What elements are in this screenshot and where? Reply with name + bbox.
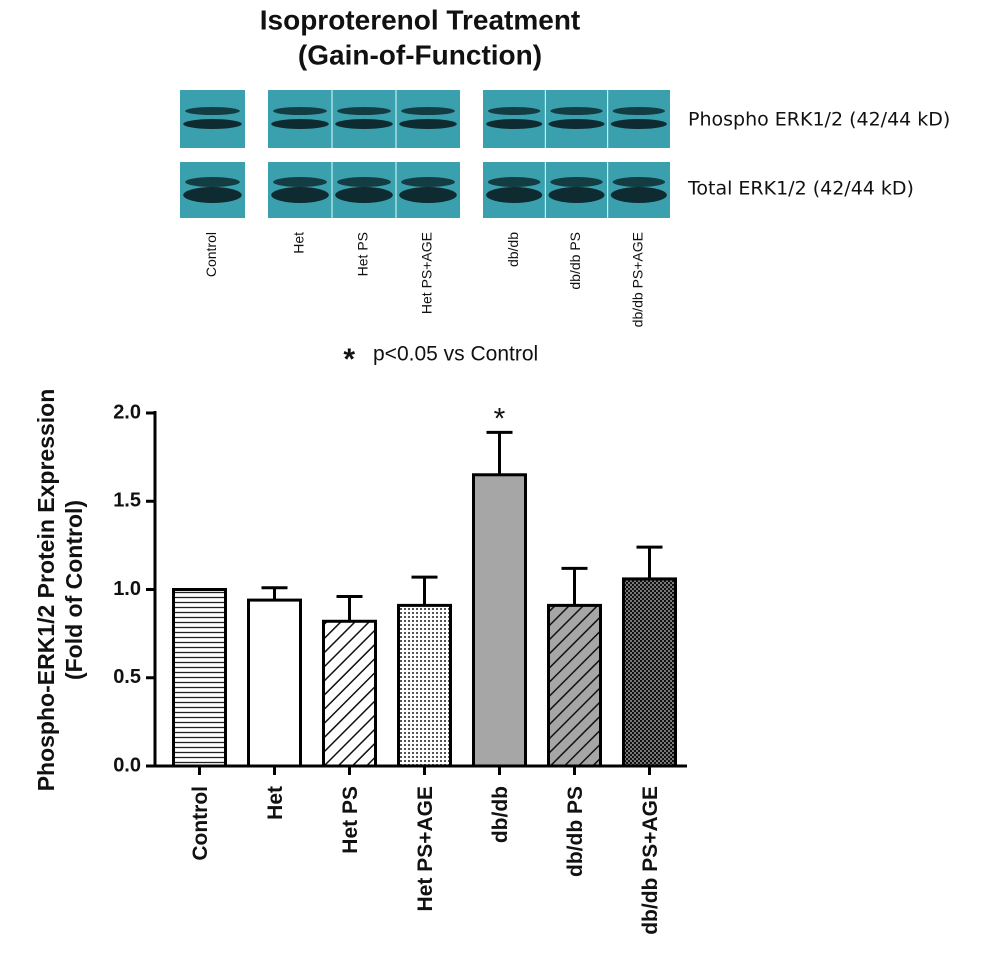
error-bar [262, 588, 288, 600]
blot-band [401, 177, 455, 187]
bar [324, 621, 376, 766]
blot-band [183, 119, 242, 129]
y-label-line: Phospho-ERK1/2 Protein Expression [33, 389, 59, 792]
blot-band [613, 177, 665, 187]
x-tick-label: db/db PS [564, 786, 587, 877]
blot-band [273, 107, 327, 115]
blot-band [335, 119, 393, 129]
blot-band [273, 177, 327, 187]
blot-band [399, 119, 457, 129]
blot-row-label: Total ERK1/2 (42/44 kD) [687, 178, 914, 200]
bar [174, 590, 226, 767]
x-tick-label: Het [264, 786, 287, 820]
y-tick-label: 1.0 [113, 578, 141, 600]
title: Isoproterenol Treatment [260, 4, 581, 35]
blot-band [271, 187, 329, 203]
blot-band [399, 187, 457, 203]
subtitle: (Gain-of-Function) [298, 39, 542, 70]
lane-label: Het PS+AGE [419, 232, 435, 314]
blot-band [185, 177, 240, 187]
x-tick-label: db/db PS+AGE [639, 786, 662, 935]
blot-band [337, 107, 391, 115]
x-tick-label: db/db [489, 786, 512, 843]
y-tick-label: 0.5 [113, 666, 141, 688]
y-tick-label: 2.0 [113, 401, 141, 423]
bar [474, 475, 526, 766]
significance: * [494, 402, 506, 435]
blot-band [271, 119, 329, 129]
lane-label: db/db PS+AGE [630, 232, 646, 327]
lane-label: db/db [505, 232, 521, 267]
blot-band [548, 187, 604, 203]
blot-band [488, 107, 540, 115]
lane-label: db/db PS [567, 232, 583, 290]
blot-band [488, 177, 540, 187]
error-bar [412, 577, 438, 605]
x-tick-label: Control [189, 786, 212, 861]
blot-band [613, 107, 665, 115]
blot-band [548, 119, 604, 129]
blot-band [337, 177, 391, 187]
figure: Isoproterenol Treatment (Gain-of-Functio… [0, 0, 1008, 972]
bar [624, 579, 676, 766]
blot-band [611, 187, 667, 203]
error-bar [562, 568, 588, 605]
blot-band [183, 187, 242, 203]
error-bar [337, 597, 363, 622]
y-tick-label: 1.5 [113, 490, 141, 512]
blot-band [185, 107, 240, 115]
lane-label: Het [291, 232, 307, 254]
error-bar [637, 547, 663, 579]
y-axis-label: Phospho-ERK1/2 Protein Expression (Fold … [33, 389, 87, 792]
lane-label: Control [203, 232, 219, 277]
blot-band [611, 119, 667, 129]
lane-label: Het PS [355, 232, 371, 276]
blot-band [335, 187, 393, 203]
error-bar [487, 432, 513, 474]
y-tick-label: 0.0 [113, 754, 141, 776]
blot-band [550, 177, 602, 187]
x-tick-label: Het PS [339, 786, 362, 854]
blot-row-label: Phospho ERK1/2 (42/44 kD) [688, 109, 950, 131]
x-tick-label: Het PS+AGE [414, 786, 437, 911]
blot-band [486, 119, 542, 129]
blot-band [486, 187, 542, 203]
blot-band [401, 107, 455, 115]
bar [399, 605, 451, 766]
note: p<0.05 vs Control [373, 343, 538, 366]
y-label-line: (Fold of Control) [61, 500, 87, 680]
note-symbol: * [343, 343, 355, 376]
bar [249, 600, 301, 766]
blot-band [550, 107, 602, 115]
bar [549, 605, 601, 766]
